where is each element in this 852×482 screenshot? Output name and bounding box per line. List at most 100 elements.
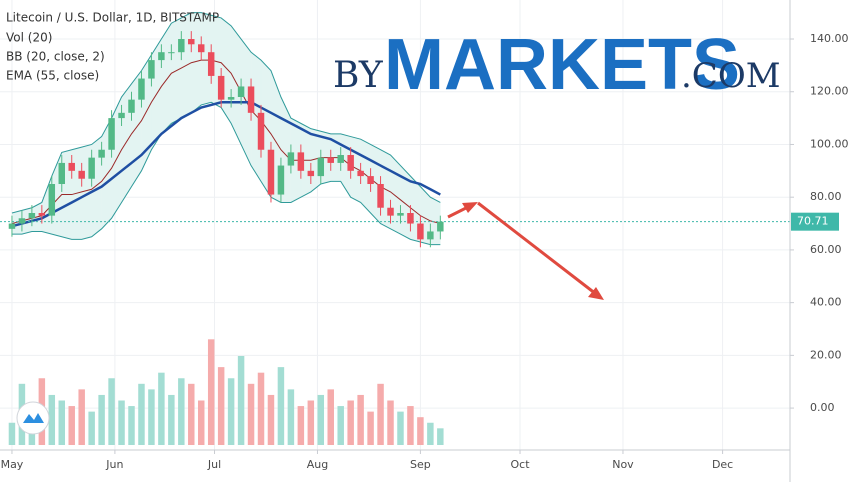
candle-body [337, 155, 344, 163]
volume-bar [48, 394, 56, 445]
candle-body [68, 162, 75, 171]
candle-body [327, 157, 334, 163]
volume-bar [267, 394, 275, 445]
watermark-markets: MARKETS [384, 25, 740, 105]
x-tick-label: Dec [712, 458, 733, 471]
volume-bar [158, 372, 165, 445]
chart-title: Litecoin / U.S. Dollar, 1D, BITSTAMP [6, 11, 219, 25]
volume-bar [337, 406, 344, 445]
candle-body [168, 52, 175, 54]
arrow-up-head [462, 202, 478, 213]
volume-bar [138, 383, 145, 445]
volume-bar [357, 394, 364, 445]
logo-icon [23, 413, 44, 423]
volume-bar [327, 389, 334, 445]
volume-bar [367, 411, 374, 445]
y-tick-label: 100.00 [810, 137, 849, 150]
candle-body [197, 44, 205, 53]
volume-bar [58, 400, 66, 445]
volume-bar [68, 406, 75, 445]
grid [0, 0, 790, 450]
volume-bar [128, 406, 135, 445]
candle-body [98, 149, 105, 158]
candle-body [287, 152, 295, 166]
watermark-com: .COM [681, 56, 781, 96]
candle-body [138, 78, 145, 100]
candle-body [297, 152, 305, 171]
y-tick-label: 20.00 [810, 348, 842, 361]
candle-body [357, 170, 364, 177]
candle-body [38, 213, 46, 216]
volume-bar [347, 400, 354, 445]
candle-body [108, 118, 115, 150]
y-tick-label: 80.00 [810, 190, 842, 203]
candle-body [347, 155, 354, 171]
candle-body [317, 157, 325, 177]
legend-bb: BB (20, close, 2) [6, 50, 105, 64]
candle-body [377, 184, 384, 208]
arrow-down [477, 201, 597, 296]
logo [16, 401, 50, 435]
bb-fill [220, 17, 232, 125]
volume-bar [287, 389, 295, 445]
candle-body [178, 39, 185, 53]
candle-body [8, 223, 16, 229]
volume-bar [397, 411, 404, 445]
volume-bar [178, 378, 185, 445]
volume-bar [227, 378, 235, 445]
volume-bar [437, 428, 444, 445]
volume-bar [317, 394, 325, 445]
candle-body [277, 165, 285, 195]
candle-body [58, 162, 66, 185]
volume-bar [297, 406, 305, 445]
y-tick-label: 120.00 [810, 85, 849, 98]
candle-body [148, 60, 155, 79]
candle-body [118, 112, 125, 119]
bb-upper [11, 12, 441, 214]
volume-bar [407, 406, 414, 445]
candle-body [387, 207, 394, 216]
candle-body [437, 221, 444, 232]
volume-bar [307, 400, 315, 445]
legend-volume: Vol (20) [6, 31, 52, 45]
x-tick-label: Jun [105, 458, 123, 471]
candle-body [18, 218, 26, 224]
candle-body [407, 213, 414, 224]
y-tick-label: 140.00 [810, 32, 849, 45]
volume-bar [257, 372, 265, 445]
volume-bar [207, 339, 215, 445]
x-tick-label: Nov [612, 458, 634, 471]
candle-body [307, 170, 315, 177]
bb-lower [11, 101, 441, 246]
candle-body [128, 99, 135, 113]
volume-bar [427, 422, 434, 445]
annotation-arrow [447, 201, 604, 300]
arrow-down-head [588, 287, 604, 300]
watermark: BY MARKETS .COM [333, 25, 781, 105]
bb-fill [390, 154, 401, 235]
volume-bar [237, 356, 245, 445]
x-tick-label: Sep [410, 458, 431, 471]
y-tick-label: 40.00 [810, 296, 842, 309]
volume-bar [108, 378, 115, 445]
candle-body [48, 184, 56, 216]
candle-body [417, 223, 424, 240]
volume-bar [217, 367, 225, 445]
volume-bar [148, 389, 155, 445]
volume-bar [197, 400, 205, 445]
candle-body [237, 86, 245, 98]
candle-body [267, 149, 275, 195]
candle-body [78, 170, 85, 179]
x-tick-label: Aug [307, 458, 328, 471]
x-tick-label: May [1, 458, 24, 471]
candle-body [207, 52, 215, 76]
candle-body [247, 86, 255, 113]
volume-bar [168, 394, 175, 445]
candle-body [158, 52, 165, 61]
ema-line [11, 101, 441, 228]
volume-bar [387, 400, 394, 445]
candle-body [227, 97, 235, 100]
bb-fill [161, 22, 172, 135]
volume-bar [277, 367, 285, 445]
